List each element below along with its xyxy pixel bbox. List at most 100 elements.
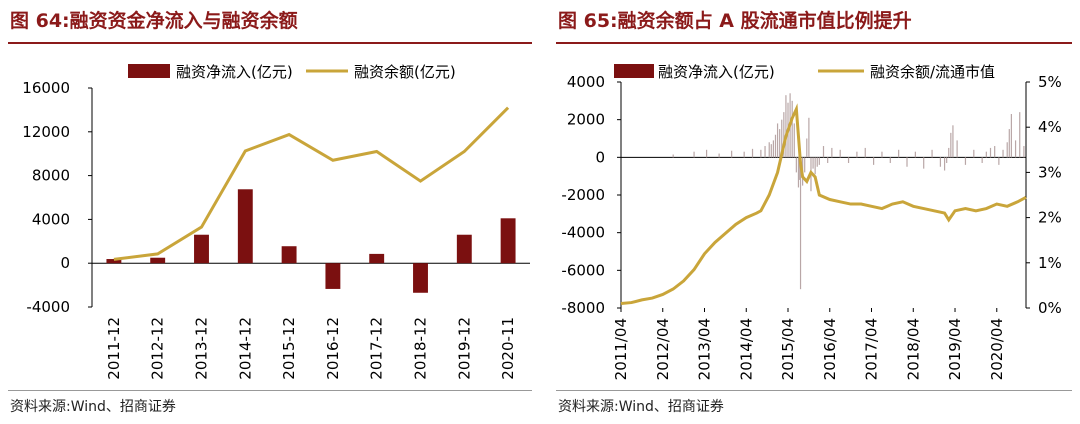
left-x-tick: 2015-12 [280, 317, 298, 380]
right-x-tick-label: 2017/04 [863, 318, 881, 380]
left-bar [237, 189, 253, 264]
right-x-tick: 2011/04 [612, 318, 630, 380]
left-x-tick-label: 2016-12 [324, 317, 342, 380]
left-line-group [113, 106, 510, 261]
right-bar [808, 117, 810, 158]
right-bar [985, 151, 987, 158]
right-bar [693, 151, 695, 158]
right-x-tick: 2020/04 [988, 318, 1006, 380]
right-bar [772, 140, 774, 158]
left-legend-line-label: 融资余额(亿元) [354, 63, 456, 81]
left-y-tick-label: 0 [60, 254, 70, 272]
left-x-tick-label: 2011-12 [105, 317, 123, 380]
right-bar [946, 157, 948, 163]
right-bar [831, 147, 833, 158]
right-x-tick: 2013/04 [696, 318, 714, 380]
right-bar [743, 151, 745, 158]
right-bar [839, 149, 841, 158]
right-right-y-tick-label: 1% [1038, 254, 1062, 272]
right-title-divider [556, 42, 1072, 44]
right-bar [889, 157, 891, 163]
right-bar [804, 157, 806, 173]
right-bar [806, 138, 808, 158]
left-x-axis: 2011-12 2012-12 2013-12 2014-12 2015-12 2016-… [105, 317, 517, 380]
left-bar [106, 259, 122, 264]
right-bar [952, 125, 954, 158]
right-source-divider [556, 390, 1072, 391]
right-left-y-tick-label: -6000 [561, 261, 605, 279]
left-bar [281, 246, 297, 264]
right-bar [994, 146, 996, 158]
right-x-tick-label: 2015/04 [779, 318, 797, 380]
left-x-tick: 2011-12 [105, 317, 123, 380]
right-bar [774, 134, 777, 158]
right-x-tick: 2014/04 [737, 318, 755, 380]
right-bar [847, 157, 850, 163]
left-x-tick-label: 2013-12 [193, 317, 211, 380]
right-left-y-tick-label: 2000 [567, 111, 605, 129]
left-legend: 融资净流入(亿元) 融资余额(亿元) [128, 63, 456, 81]
right-left-y-tick-label: 4000 [567, 73, 605, 91]
right-legend-bar-swatch [614, 64, 654, 78]
right-bar [818, 157, 820, 165]
left-legend-bar-label: 融资净流入(亿元) [176, 63, 293, 81]
right-bar [1019, 112, 1021, 158]
right-bar [948, 147, 950, 158]
right-bar [799, 157, 802, 290]
right-ratio-line [620, 103, 1027, 305]
left-x-tick-label: 2015-12 [280, 317, 298, 380]
right-x-tick: 2016/04 [821, 318, 839, 380]
right-x-tick: 2015/04 [779, 318, 797, 380]
right-bar [705, 149, 708, 158]
right-bar [943, 157, 946, 171]
right-bar [964, 157, 967, 165]
right-bar [731, 150, 733, 158]
left-bar [369, 253, 385, 264]
right-bar [856, 151, 858, 158]
right-bar [931, 149, 933, 158]
right-left-y-tick-label: 0 [595, 148, 605, 166]
left-y-tick-label: -4000 [26, 298, 70, 316]
right-left-y-tick-label: -8000 [561, 299, 605, 317]
right-right-y-tick-label: 5% [1038, 73, 1062, 91]
left-bar [456, 234, 472, 264]
right-bar [898, 149, 900, 158]
right-bar [793, 123, 795, 158]
left-bar [150, 257, 166, 264]
right-x-tick-label: 2020/04 [988, 318, 1006, 380]
right-bar [760, 149, 762, 158]
right-chart-title: 图 65:融资余额占 A 股流通市值比例提升 [558, 10, 912, 32]
left-x-tick: 2020-11 [499, 317, 517, 380]
right-bar [770, 144, 772, 158]
left-x-tick-label: 2014-12 [236, 317, 254, 380]
left-x-tick-label: 2017-12 [368, 317, 386, 380]
right-left-y-tick-label: -4000 [561, 224, 605, 242]
right-chart: -8000 -6000 -4000 -2000 0 2000 4000 0% 1% 2% 3% 4%… [561, 63, 1062, 380]
right-bar [718, 153, 720, 158]
right-x-tick: 2019/04 [946, 318, 964, 380]
left-x-tick: 2019-12 [455, 317, 473, 380]
right-bar [1023, 146, 1025, 158]
right-bar [1014, 140, 1017, 158]
right-chart-panel: 图 65:融资余额占 A 股流通市值比例提升 -8000 -6000 -4000 -2… [548, 0, 1080, 424]
right-bar [785, 95, 787, 158]
right-chart-frame [620, 82, 1027, 308]
right-bar [781, 119, 783, 158]
right-bar [973, 149, 975, 158]
right-bar [864, 147, 866, 158]
right-bar [1002, 149, 1004, 158]
left-x-tick-label: 2019-12 [455, 317, 473, 380]
right-bar [798, 157, 800, 180]
right-bars-group [672, 93, 1025, 290]
right-bar [1010, 114, 1012, 158]
right-bar [923, 157, 925, 169]
right-x-tick-label: 2011/04 [612, 318, 630, 380]
right-bar [822, 146, 825, 158]
right-legend: 融资净流入(亿元) 融资余额/流通市值 [614, 63, 995, 81]
right-right-y-axis: 0% 1% 2% 3% 4% 5% [1026, 73, 1062, 317]
right-x-tick-label: 2018/04 [904, 318, 922, 380]
left-bars-group [106, 189, 516, 293]
right-x-tick-label: 2014/04 [737, 318, 755, 380]
left-y-axis: -4000 0 4000 8000 12000 16000 [22, 79, 92, 316]
left-x-tick: 2014-12 [236, 317, 254, 380]
